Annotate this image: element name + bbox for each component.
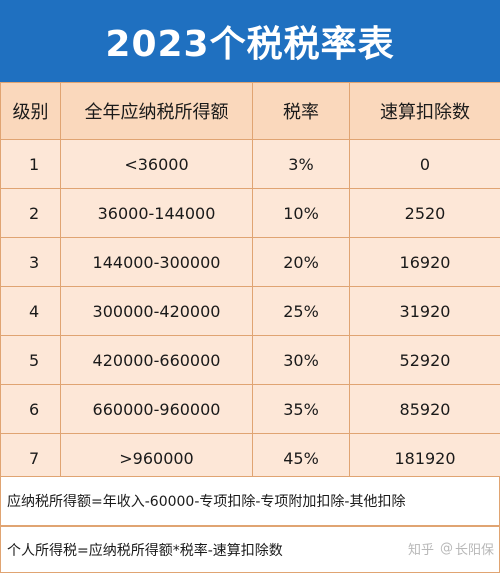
level-cell: 2 bbox=[0, 188, 61, 238]
income-range-cell: 420000-660000 bbox=[60, 335, 253, 385]
watermark: 知乎 @ 长阳保 bbox=[408, 539, 494, 558]
formula-income-tax: 个人所得税=应纳税所得额*税率-速算扣除数 bbox=[0, 526, 500, 573]
table-row: 1 <36000 3% 0 bbox=[0, 139, 500, 189]
table-row: 3 144000-300000 20% 16920 bbox=[0, 237, 500, 287]
deduction-cell: 2520 bbox=[349, 188, 500, 238]
deduction-cell: 0 bbox=[349, 139, 500, 189]
table-row: 2 36000-144000 10% 2520 bbox=[0, 188, 500, 238]
income-range-cell: 660000-960000 bbox=[60, 384, 253, 434]
deduction-cell: 85920 bbox=[349, 384, 500, 434]
level-cell: 1 bbox=[0, 139, 61, 189]
watermark-site: 知乎 bbox=[407, 543, 434, 558]
rate-cell: 35% bbox=[252, 384, 350, 434]
level-cell: 7 bbox=[0, 433, 61, 483]
deduction-cell: 16920 bbox=[349, 237, 500, 287]
rate-cell: 3% bbox=[252, 139, 350, 189]
table-row: 4 300000-420000 25% 31920 bbox=[0, 286, 500, 336]
table-row: 7 >960000 45% 181920 bbox=[0, 433, 500, 483]
income-range-cell: 300000-420000 bbox=[60, 286, 253, 336]
rate-cell: 20% bbox=[252, 237, 350, 287]
header-tax-rate: 税率 bbox=[252, 82, 350, 140]
formula-taxable-income: 应纳税所得额=年收入-60000-专项扣除-专项附加扣除-其他扣除 bbox=[0, 476, 500, 526]
income-range-cell: 36000-144000 bbox=[60, 188, 253, 238]
deduction-cell: 31920 bbox=[349, 286, 500, 336]
deduction-cell: 52920 bbox=[349, 335, 500, 385]
formula-taxable-income-text: 应纳税所得额=年收入-60000-专项扣除-专项附加扣除-其他扣除 bbox=[7, 494, 406, 510]
formula-income-tax-text: 个人所得税=应纳税所得额*税率-速算扣除数 bbox=[7, 542, 283, 559]
header-taxable-income: 全年应纳税所得额 bbox=[60, 82, 253, 140]
table-header-row: 级别 全年应纳税所得额 税率 速算扣除数 bbox=[0, 82, 500, 140]
income-range-cell: 144000-300000 bbox=[60, 237, 253, 287]
deduction-cell: 181920 bbox=[349, 433, 500, 483]
header-quick-deduction: 速算扣除数 bbox=[349, 82, 500, 140]
rate-cell: 45% bbox=[252, 433, 350, 483]
level-cell: 4 bbox=[0, 286, 61, 336]
tax-rate-table: 级别 全年应纳税所得额 税率 速算扣除数 1 <36000 3% 0 2 360… bbox=[0, 82, 500, 483]
level-cell: 6 bbox=[0, 384, 61, 434]
level-cell: 5 bbox=[0, 335, 61, 385]
table-row: 5 420000-660000 30% 52920 bbox=[0, 335, 500, 385]
rate-cell: 25% bbox=[252, 286, 350, 336]
at-icon: @ bbox=[439, 541, 453, 556]
rate-cell: 10% bbox=[252, 188, 350, 238]
rate-cell: 30% bbox=[252, 335, 350, 385]
table-row: 6 660000-960000 35% 85920 bbox=[0, 384, 500, 434]
header-level: 级别 bbox=[0, 82, 61, 140]
income-range-cell: <36000 bbox=[60, 139, 253, 189]
watermark-author: 长阳保 bbox=[454, 543, 494, 558]
level-cell: 3 bbox=[0, 237, 61, 287]
page-title: 2023个税税率表 bbox=[0, 0, 500, 82]
